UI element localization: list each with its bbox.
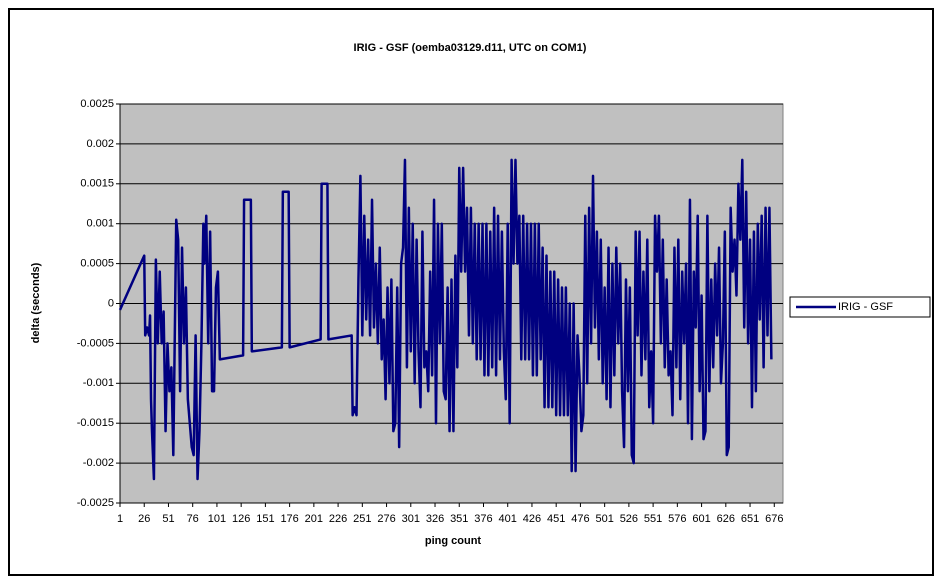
x-tick-label: 176 xyxy=(280,513,298,525)
x-tick-label: 426 xyxy=(523,513,541,525)
x-tick-label: 476 xyxy=(571,513,589,525)
x-tick-label: 651 xyxy=(741,513,759,525)
x-tick-label: 276 xyxy=(377,513,395,525)
x-tick-label: 576 xyxy=(668,513,686,525)
x-tick-label: 226 xyxy=(329,513,347,525)
y-tick-label: -0.001 xyxy=(83,377,114,389)
x-tick-label: 526 xyxy=(620,513,638,525)
chart-title: IRIG - GSF (oemba03129.d11, UTC on COM1) xyxy=(354,42,587,54)
x-tick-label: 76 xyxy=(187,513,199,525)
y-tick-label: -0.0005 xyxy=(77,337,114,349)
x-tick-label: 326 xyxy=(426,513,444,525)
x-axis-label: ping count xyxy=(425,535,482,547)
x-tick-label: 676 xyxy=(765,513,783,525)
x-tick-label: 451 xyxy=(547,513,565,525)
legend-box xyxy=(789,296,931,318)
x-tick-label: 501 xyxy=(595,513,613,525)
x-tick-label: 151 xyxy=(256,513,274,525)
x-tick-label: 626 xyxy=(717,513,735,525)
x-tick-label: 26 xyxy=(138,513,150,525)
y-tick-label: 0.0025 xyxy=(80,98,114,110)
y-tick-label: 0 xyxy=(108,297,114,309)
y-tick-label: -0.0025 xyxy=(77,497,114,509)
x-tick-label: 126 xyxy=(232,513,250,525)
y-tick-label: 0.0015 xyxy=(80,178,114,190)
data-line xyxy=(118,158,773,481)
x-tick-label: 251 xyxy=(353,513,371,525)
x-tick-label: 376 xyxy=(474,513,492,525)
legend-label: IRIG - GSF xyxy=(838,301,893,313)
y-tick-label: -0.002 xyxy=(83,457,114,469)
y-tick-label: 0.002 xyxy=(86,138,114,150)
x-tick-label: 401 xyxy=(499,513,517,525)
y-tick-label: 0.001 xyxy=(86,218,114,230)
y-axis-label: delta (seconds) xyxy=(30,262,42,343)
y-tick-label: -0.0015 xyxy=(77,417,114,429)
x-tick-label: 301 xyxy=(402,513,420,525)
y-tick-label: 0.0005 xyxy=(80,258,114,270)
x-tick-label: 551 xyxy=(644,513,662,525)
x-tick-label: 601 xyxy=(692,513,710,525)
x-tick-label: 351 xyxy=(450,513,468,525)
x-tick-label: 101 xyxy=(208,513,226,525)
x-tick-label: 201 xyxy=(305,513,323,525)
x-tick-label: 51 xyxy=(162,513,174,525)
x-tick-label: 1 xyxy=(117,513,123,525)
